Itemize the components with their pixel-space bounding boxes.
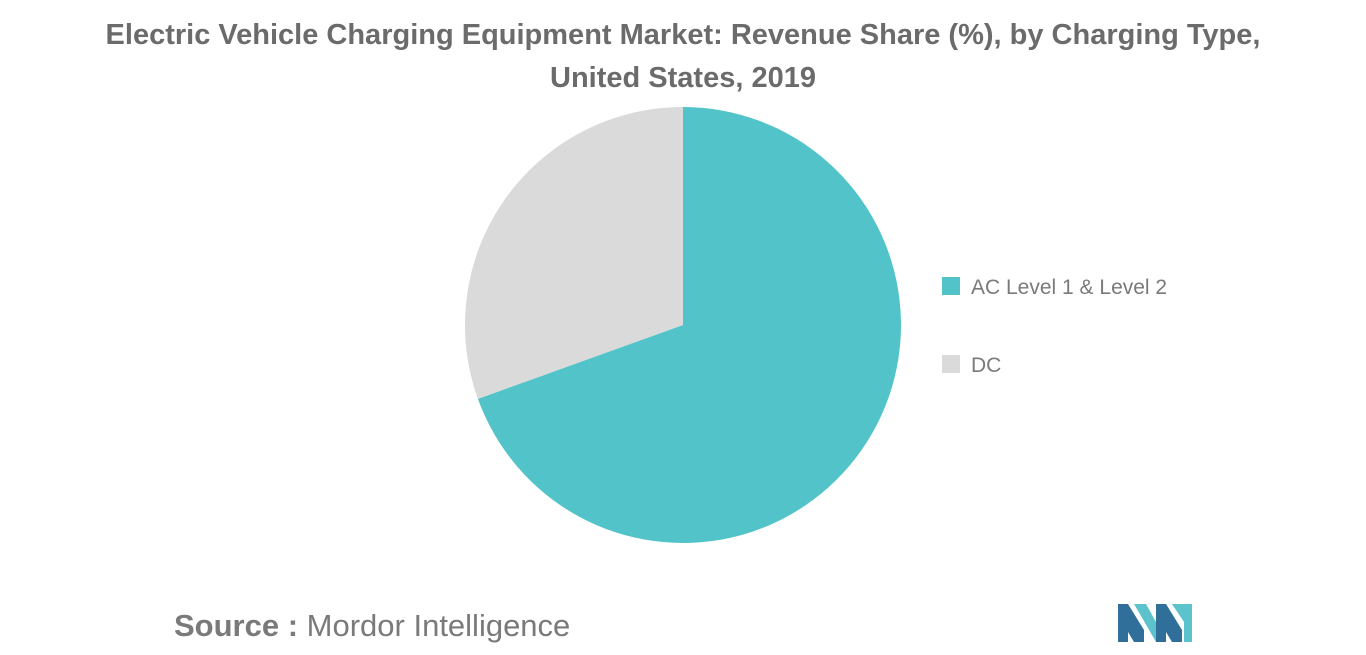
source-note: Source : Mordor Intelligence [174,606,570,646]
legend-swatch-dc [942,355,960,373]
source-label: Source : [174,608,299,643]
pie-slice-ac-level-1-2 [477,107,902,543]
pie-slice-dc [465,107,683,399]
legend-label-ac-level-1-2: AC Level 1 & Level 2 [971,276,1167,299]
legend-swatch-ac-level-1-2 [942,277,960,295]
mordor-intelligence-logo-icon [1118,604,1192,642]
source-text: Mordor Intelligence [306,608,571,643]
chart-title: Electric Vehicle Charging Equipment Mark… [0,14,1366,100]
legend-label-dc: DC [971,354,1001,377]
chart-title-line-1: Electric Vehicle Charging Equipment Mark… [105,19,1261,51]
chart-title-line-2: United States, 2019 [550,62,816,94]
